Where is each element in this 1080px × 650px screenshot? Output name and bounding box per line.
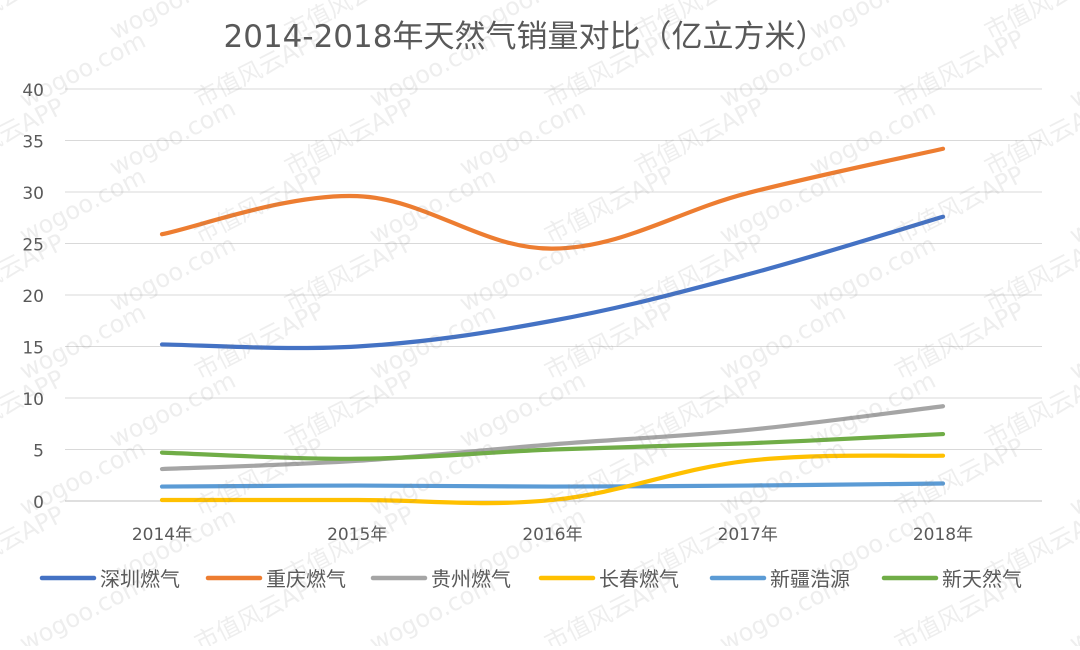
y-tick-label: 30 (22, 184, 44, 204)
y-tick-label: 20 (22, 287, 44, 307)
y-tick-label: 5 (33, 442, 44, 462)
